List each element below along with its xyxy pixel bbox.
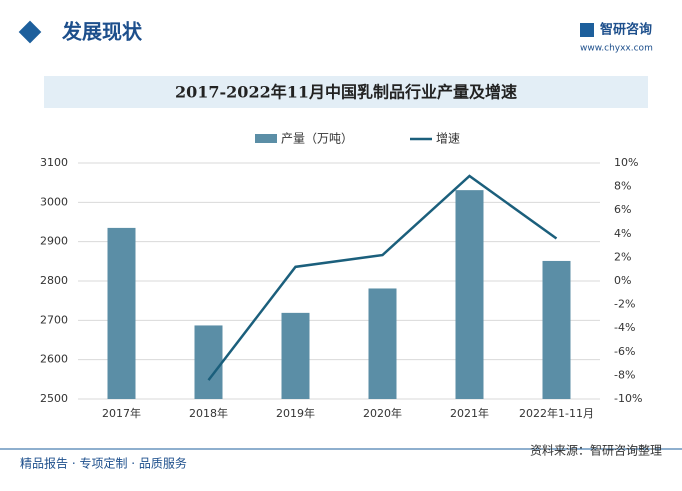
x-tick-label: 2020年	[363, 406, 402, 420]
legend-label: 产量（万吨）	[281, 132, 353, 146]
header-icon	[18, 20, 42, 44]
x-tick-label: 2022年1-11月	[519, 406, 594, 420]
footer-slogan: 精品报告 · 专项定制 · 品质服务	[20, 456, 187, 471]
y-tick-label: 2900	[40, 235, 68, 248]
x-tick-label: 2019年	[276, 406, 315, 420]
y-tick-label: 2500	[40, 392, 68, 405]
line	[207, 174, 558, 381]
y-tick-label: 2600	[40, 353, 68, 366]
y2-tick-label: 6%	[614, 203, 631, 216]
bar	[281, 312, 310, 399]
brand-url: www.chyxx.com	[580, 44, 653, 54]
header-title: 发展现状	[61, 20, 143, 44]
y2-tick-label: 8%	[614, 180, 631, 193]
y2-tick-label: 0%	[614, 274, 631, 287]
y2-tick-label: -8%	[614, 368, 635, 381]
y2-tick-label: -4%	[614, 321, 635, 334]
x-tick-label: 2018年	[189, 406, 228, 420]
y2-tick-label: -10%	[614, 392, 642, 405]
y-tick-label: 2800	[40, 274, 68, 287]
y2-tick-label: -6%	[614, 345, 635, 358]
bar	[368, 288, 397, 399]
chart-title: 2017-2022年11月中国乳制品行业产量及增速	[175, 83, 517, 102]
bar	[455, 190, 484, 399]
x-tick-label: 2017年	[102, 406, 141, 420]
bar	[194, 325, 223, 399]
y-tick-label: 2700	[40, 313, 68, 326]
y2-tick-label: 10%	[614, 156, 638, 169]
brand-name: 智研咨询	[600, 22, 652, 38]
y2-tick-label: 4%	[614, 227, 631, 240]
chart: 2500 2600 2700 2800 2900 3000 3100 -10% -8% -6% -4…	[40, 132, 642, 421]
legend-label: 增速	[436, 132, 460, 146]
y2-tick-label: 2%	[614, 250, 631, 263]
legend-swatch	[255, 134, 277, 143]
x-tick-label: 2021年	[450, 406, 489, 420]
bar	[542, 260, 571, 399]
bar	[107, 227, 136, 399]
title-box	[44, 76, 648, 108]
y-tick-label: 3100	[40, 156, 68, 169]
brand-logo	[580, 23, 594, 37]
y2-tick-label: -2%	[614, 298, 635, 311]
y-tick-label: 3000	[40, 195, 68, 208]
footer-source: 资料来源：智研咨询整理	[530, 443, 662, 458]
